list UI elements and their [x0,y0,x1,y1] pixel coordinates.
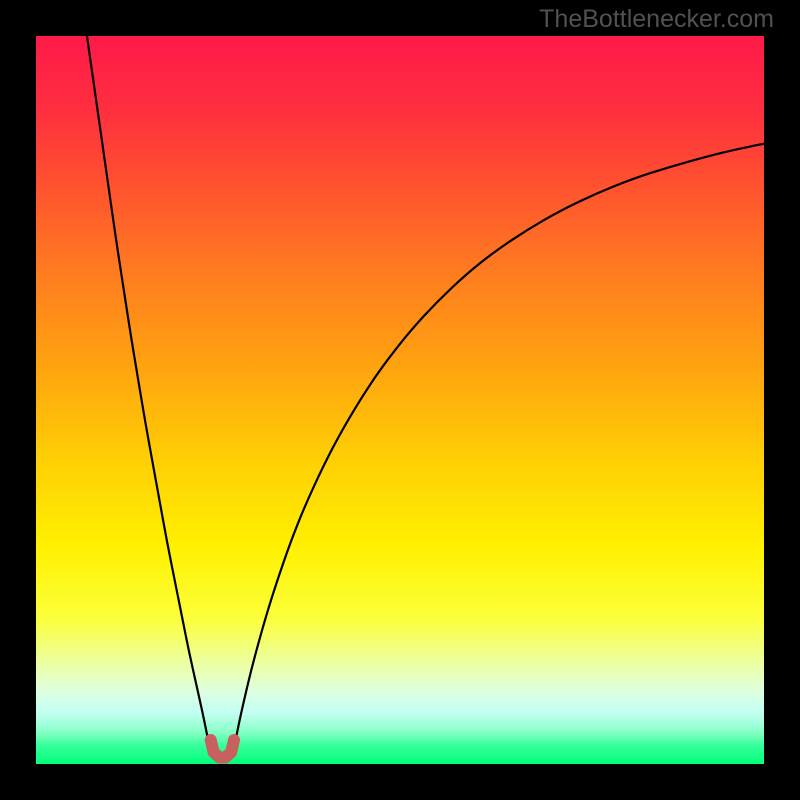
left-bottleneck-curve [87,36,211,755]
right-bottleneck-curve [233,144,764,756]
plot-area [36,36,764,764]
valley-marker [211,740,234,757]
curve-layer [36,36,764,764]
watermark-text: TheBottlenecker.com [539,5,774,34]
